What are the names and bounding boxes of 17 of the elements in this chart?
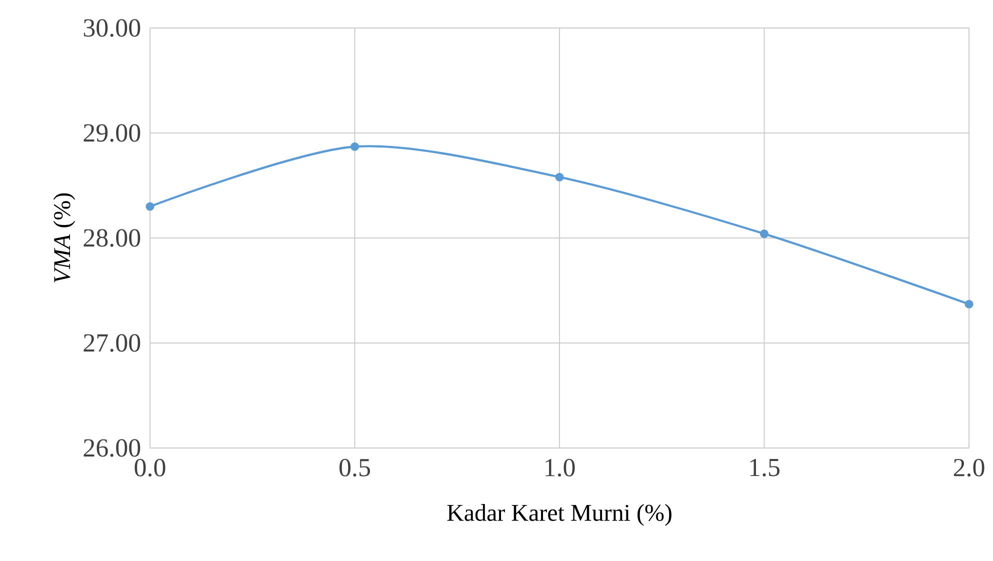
- x-tick-label: 1.0: [546, 458, 575, 477]
- x-axis-title: Kadar Karet Murni (%): [447, 504, 672, 526]
- x-tick-label: 0.5: [339, 458, 370, 477]
- x-tick-label: 0.0: [134, 458, 166, 477]
- y-tick-label: 26.00: [84, 439, 140, 457]
- x-tick-label: 2.0: [954, 458, 984, 477]
- y-axis-title: VMA (%): [53, 193, 76, 282]
- point: [350, 142, 360, 151]
- y-tick-label: 27.00: [84, 334, 140, 352]
- point: [146, 202, 154, 211]
- y-tick-label: 29.00: [84, 124, 140, 142]
- point: [964, 300, 974, 308]
- y-tick-label: 30.00: [84, 19, 140, 37]
- point: [760, 230, 769, 238]
- x-tick-label: 1.5: [750, 458, 780, 476]
- point: [555, 172, 564, 182]
- y-tick-label: 28.00: [84, 229, 140, 247]
